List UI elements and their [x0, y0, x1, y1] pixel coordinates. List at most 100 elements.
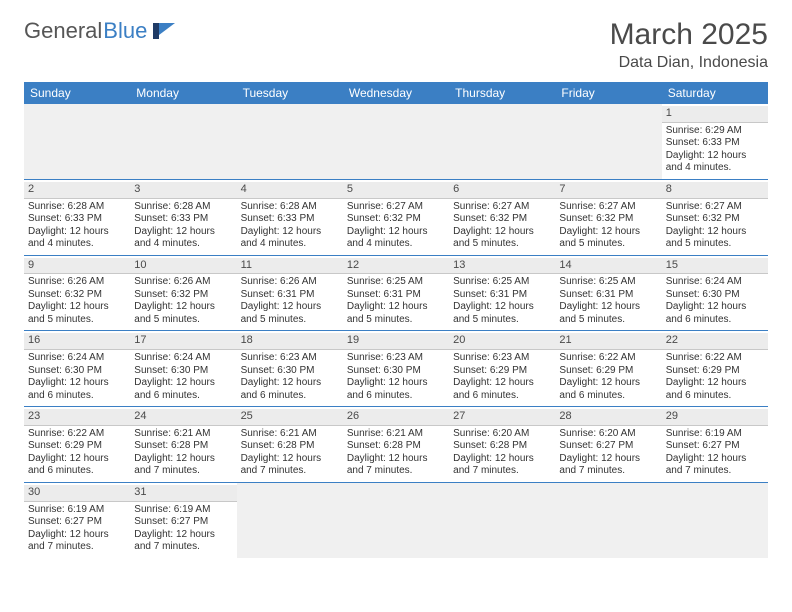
sunrise-text: Sunrise: 6:24 AM [134, 352, 232, 365]
sunrise-text: Sunrise: 6:19 AM [134, 504, 232, 517]
day-cell: 15Sunrise: 6:24 AMSunset: 6:30 PMDayligh… [662, 256, 768, 331]
empty-cell [343, 104, 449, 179]
sunset-text: Sunset: 6:27 PM [28, 516, 126, 529]
sunrise-text: Sunrise: 6:20 AM [559, 428, 657, 441]
day-number: 14 [555, 258, 661, 275]
day-cell: 22Sunrise: 6:22 AMSunset: 6:29 PMDayligh… [662, 331, 768, 406]
weekday-label: Wednesday [343, 82, 449, 104]
empty-cell [237, 104, 343, 179]
day-number: 13 [449, 258, 555, 275]
day-cell: 16Sunrise: 6:24 AMSunset: 6:30 PMDayligh… [24, 331, 130, 406]
day-cell: 19Sunrise: 6:23 AMSunset: 6:30 PMDayligh… [343, 331, 449, 406]
day-cell: 30Sunrise: 6:19 AMSunset: 6:27 PMDayligh… [24, 483, 130, 558]
day-cell: 18Sunrise: 6:23 AMSunset: 6:30 PMDayligh… [237, 331, 343, 406]
sunset-text: Sunset: 6:28 PM [347, 440, 445, 453]
sunrise-text: Sunrise: 6:27 AM [666, 201, 764, 214]
daylight-text: Daylight: 12 hours [559, 301, 657, 314]
daylight-text: Daylight: 12 hours [241, 226, 339, 239]
sunrise-text: Sunrise: 6:28 AM [241, 201, 339, 214]
week-row: 23Sunrise: 6:22 AMSunset: 6:29 PMDayligh… [24, 407, 768, 483]
daylight-text: and 5 minutes. [241, 314, 339, 327]
daylight-text: Daylight: 12 hours [559, 377, 657, 390]
sunset-text: Sunset: 6:32 PM [559, 213, 657, 226]
empty-cell [449, 483, 555, 558]
daylight-text: Daylight: 12 hours [134, 226, 232, 239]
daylight-text: Daylight: 12 hours [559, 226, 657, 239]
sunrise-text: Sunrise: 6:22 AM [28, 428, 126, 441]
daylight-text: and 4 minutes. [347, 238, 445, 251]
daylight-text: Daylight: 12 hours [134, 453, 232, 466]
daylight-text: Daylight: 12 hours [134, 301, 232, 314]
sunset-text: Sunset: 6:32 PM [347, 213, 445, 226]
sunset-text: Sunset: 6:27 PM [134, 516, 232, 529]
daylight-text: and 7 minutes. [241, 465, 339, 478]
week-row: 16Sunrise: 6:24 AMSunset: 6:30 PMDayligh… [24, 331, 768, 407]
sunrise-text: Sunrise: 6:23 AM [347, 352, 445, 365]
logo: GeneralBlue [24, 18, 177, 44]
day-number: 30 [24, 485, 130, 502]
sunrise-text: Sunrise: 6:28 AM [134, 201, 232, 214]
weekday-label: Tuesday [237, 82, 343, 104]
daylight-text: and 6 minutes. [453, 390, 551, 403]
day-cell: 27Sunrise: 6:20 AMSunset: 6:28 PMDayligh… [449, 407, 555, 482]
day-cell: 23Sunrise: 6:22 AMSunset: 6:29 PMDayligh… [24, 407, 130, 482]
day-cell: 1Sunrise: 6:29 AMSunset: 6:33 PMDaylight… [662, 104, 768, 179]
daylight-text: and 7 minutes. [559, 465, 657, 478]
daylight-text: and 6 minutes. [666, 390, 764, 403]
weekday-label: Thursday [449, 82, 555, 104]
daylight-text: Daylight: 12 hours [28, 226, 126, 239]
day-number: 23 [24, 409, 130, 426]
day-cell: 3Sunrise: 6:28 AMSunset: 6:33 PMDaylight… [130, 180, 236, 255]
daylight-text: and 4 minutes. [241, 238, 339, 251]
sunrise-text: Sunrise: 6:21 AM [241, 428, 339, 441]
day-number: 5 [343, 182, 449, 199]
sunset-text: Sunset: 6:28 PM [134, 440, 232, 453]
daylight-text: Daylight: 12 hours [241, 301, 339, 314]
sunrise-text: Sunrise: 6:19 AM [666, 428, 764, 441]
daylight-text: Daylight: 12 hours [666, 301, 764, 314]
daylight-text: Daylight: 12 hours [559, 453, 657, 466]
sunrise-text: Sunrise: 6:24 AM [666, 276, 764, 289]
sunrise-text: Sunrise: 6:25 AM [559, 276, 657, 289]
day-cell: 29Sunrise: 6:19 AMSunset: 6:27 PMDayligh… [662, 407, 768, 482]
daylight-text: and 7 minutes. [28, 541, 126, 554]
sunset-text: Sunset: 6:28 PM [453, 440, 551, 453]
day-cell: 28Sunrise: 6:20 AMSunset: 6:27 PMDayligh… [555, 407, 661, 482]
week-row: 2Sunrise: 6:28 AMSunset: 6:33 PMDaylight… [24, 180, 768, 256]
sunrise-text: Sunrise: 6:26 AM [241, 276, 339, 289]
daylight-text: Daylight: 12 hours [28, 377, 126, 390]
daylight-text: and 4 minutes. [28, 238, 126, 251]
week-row: 30Sunrise: 6:19 AMSunset: 6:27 PMDayligh… [24, 483, 768, 558]
weekday-label: Saturday [662, 82, 768, 104]
day-cell: 14Sunrise: 6:25 AMSunset: 6:31 PMDayligh… [555, 256, 661, 331]
daylight-text: Daylight: 12 hours [453, 226, 551, 239]
daylight-text: Daylight: 12 hours [666, 226, 764, 239]
daylight-text: and 4 minutes. [134, 238, 232, 251]
logo-text-1: General [24, 18, 102, 44]
daylight-text: and 5 minutes. [347, 314, 445, 327]
daylight-text: and 6 minutes. [666, 314, 764, 327]
sunset-text: Sunset: 6:33 PM [241, 213, 339, 226]
day-cell: 31Sunrise: 6:19 AMSunset: 6:27 PMDayligh… [130, 483, 236, 558]
weekday-header: SundayMondayTuesdayWednesdayThursdayFrid… [24, 82, 768, 104]
sunrise-text: Sunrise: 6:26 AM [134, 276, 232, 289]
daylight-text: Daylight: 12 hours [28, 453, 126, 466]
daylight-text: and 6 minutes. [28, 465, 126, 478]
day-number: 12 [343, 258, 449, 275]
daylight-text: Daylight: 12 hours [28, 301, 126, 314]
sunrise-text: Sunrise: 6:28 AM [28, 201, 126, 214]
daylight-text: Daylight: 12 hours [28, 529, 126, 542]
daylight-text: Daylight: 12 hours [241, 377, 339, 390]
page-title: March 2025 [610, 18, 768, 52]
day-cell: 13Sunrise: 6:25 AMSunset: 6:31 PMDayligh… [449, 256, 555, 331]
week-row: 1Sunrise: 6:29 AMSunset: 6:33 PMDaylight… [24, 104, 768, 180]
day-number: 6 [449, 182, 555, 199]
day-cell: 5Sunrise: 6:27 AMSunset: 6:32 PMDaylight… [343, 180, 449, 255]
daylight-text: Daylight: 12 hours [347, 377, 445, 390]
sunrise-text: Sunrise: 6:23 AM [241, 352, 339, 365]
day-cell: 2Sunrise: 6:28 AMSunset: 6:33 PMDaylight… [24, 180, 130, 255]
empty-cell [24, 104, 130, 179]
sunrise-text: Sunrise: 6:21 AM [134, 428, 232, 441]
day-number: 27 [449, 409, 555, 426]
sunset-text: Sunset: 6:30 PM [28, 365, 126, 378]
